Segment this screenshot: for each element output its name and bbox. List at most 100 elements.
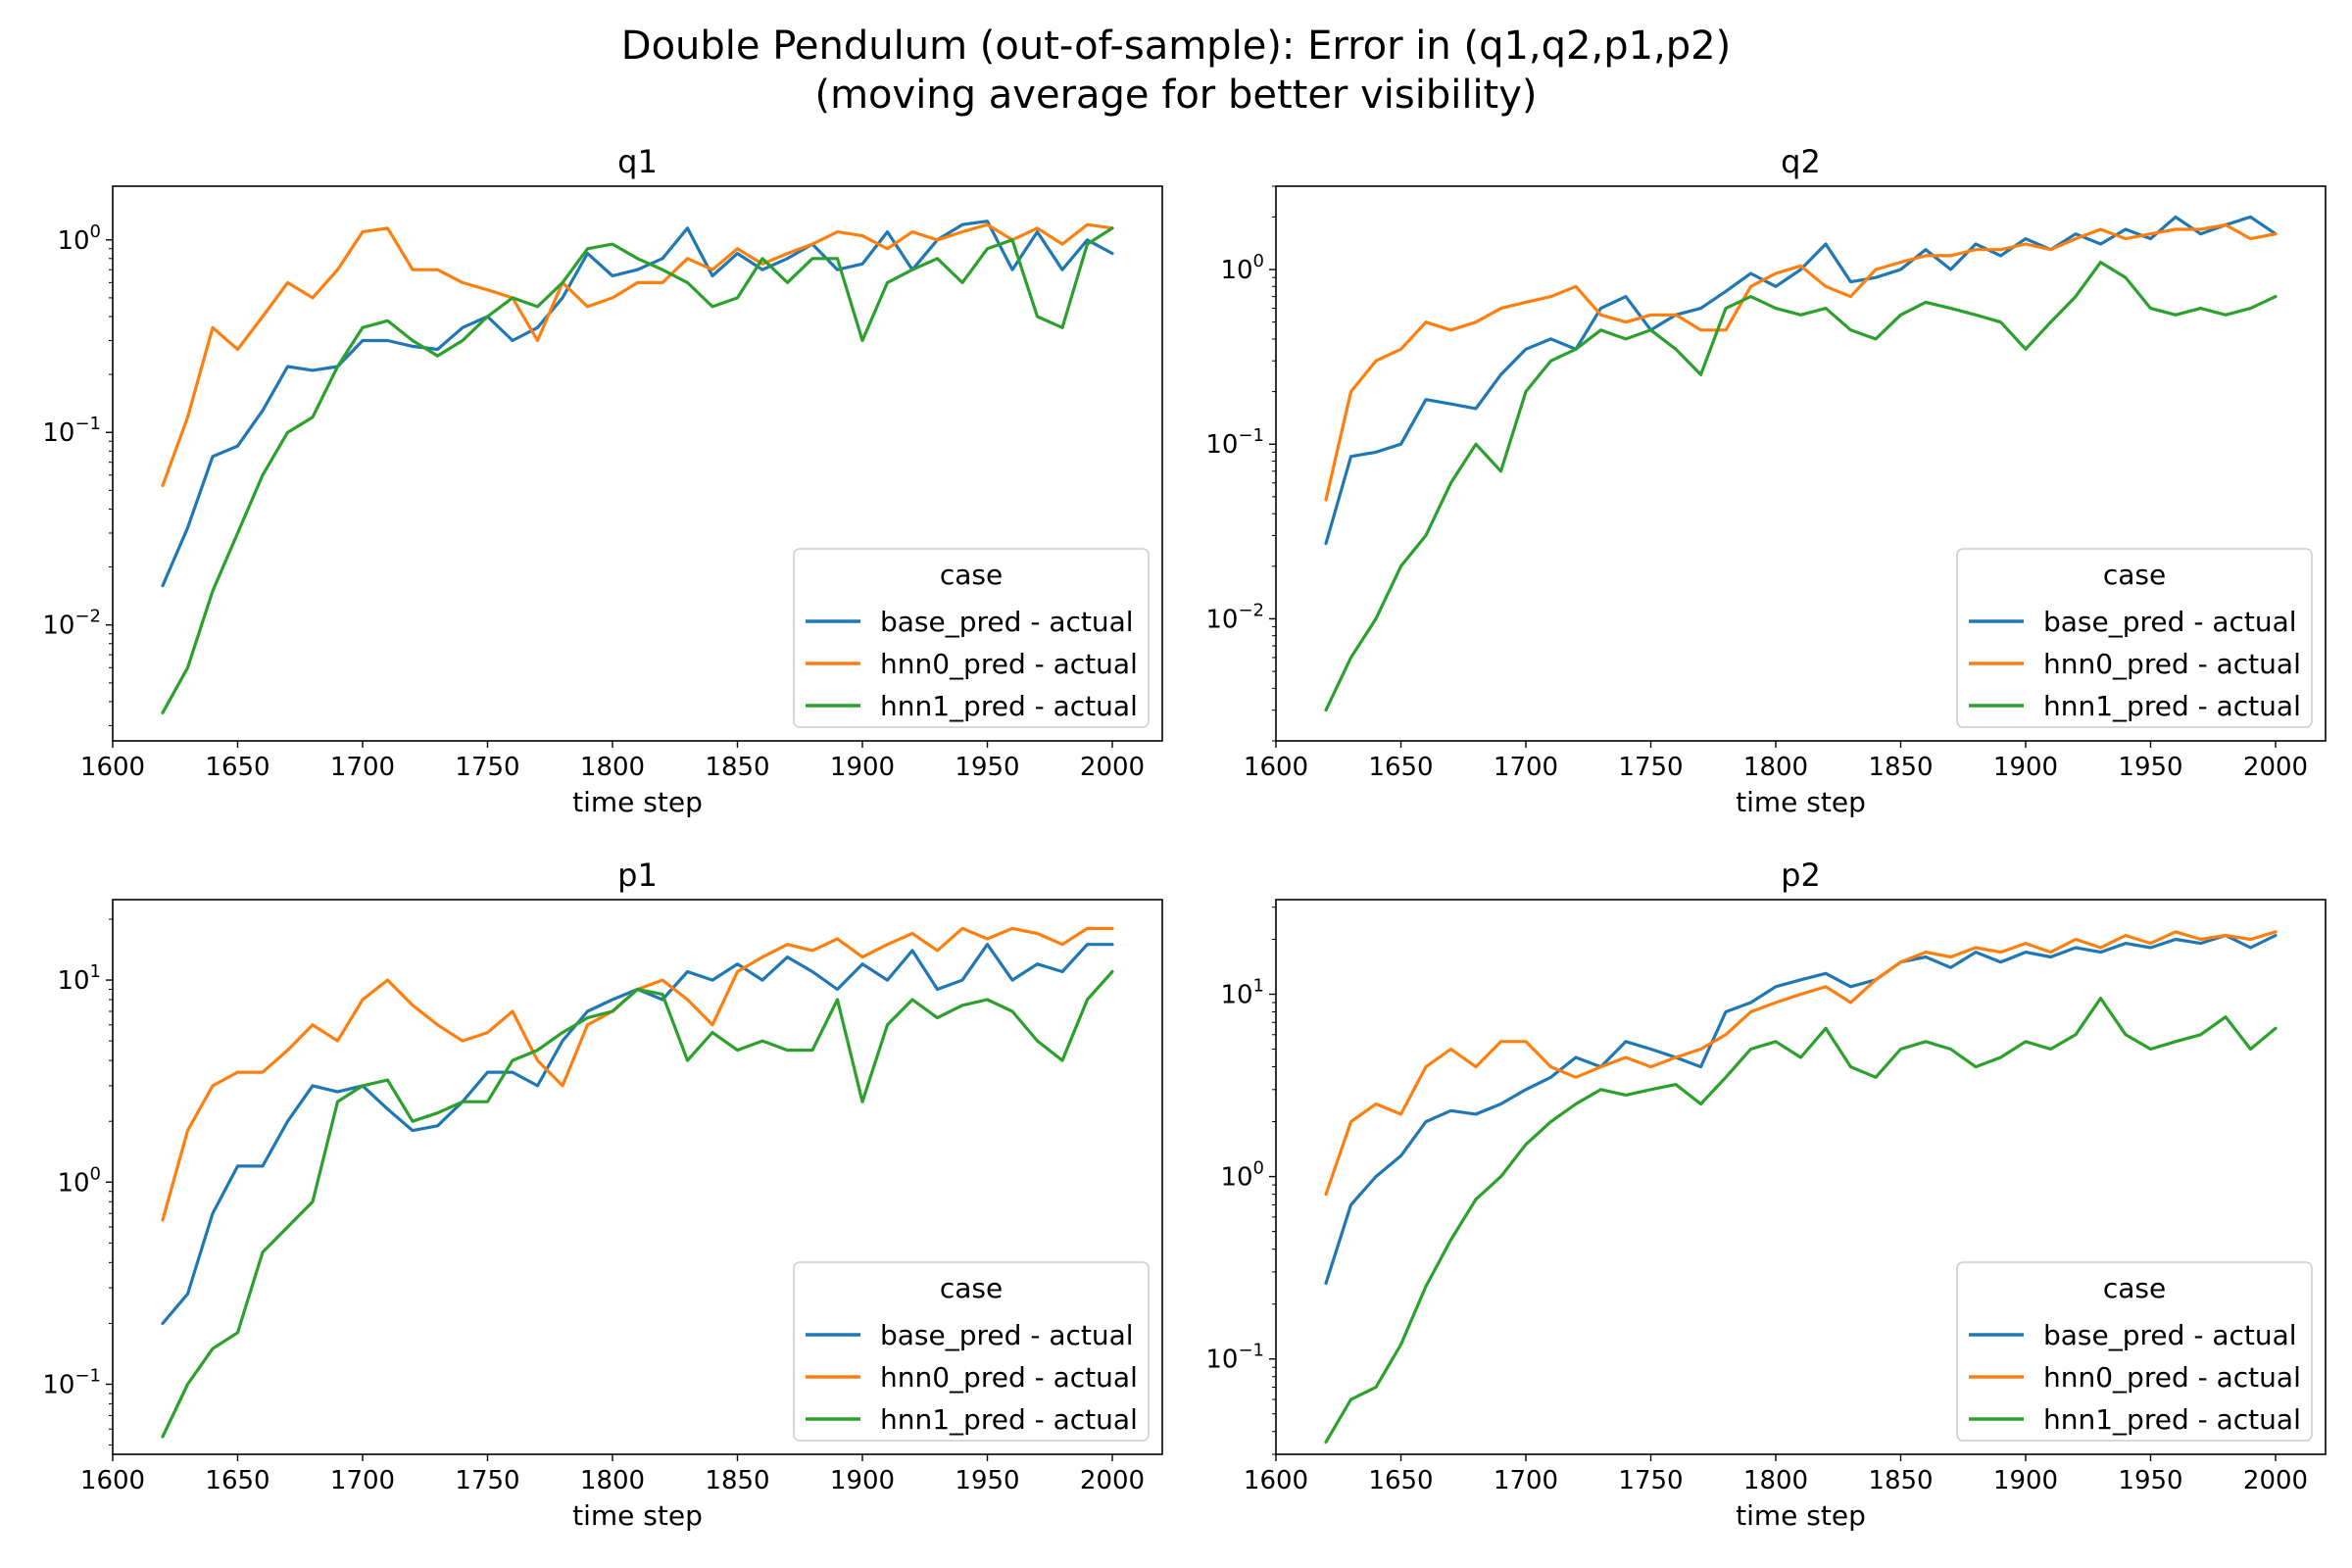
y-tick-base: 10 (1220, 980, 1252, 1009)
series-line-base (1324, 933, 2278, 1286)
x-tick-label: 2000 (1080, 753, 1145, 782)
x-tick-label: 1800 (580, 1466, 645, 1495)
y-tick-base: 10 (57, 226, 89, 256)
legend-entry-hnn1: hnn1_pred - actual (880, 690, 1138, 722)
x-tick-label: 1750 (1618, 1466, 1683, 1495)
y-tick-base: 10 (57, 966, 89, 996)
y-tick-exponent: −1 (74, 414, 101, 434)
figure-title-line1: Double Pendulum (out-of-sample): Error i… (620, 24, 1732, 69)
panel-title-q1: q1 (617, 143, 658, 180)
x-tick-label: 1900 (1993, 1466, 2058, 1495)
y-tick-label: 10−1 (1205, 425, 1264, 460)
x-tick-label: 2000 (2243, 1466, 2308, 1495)
y-tick-label: 101 (1220, 975, 1264, 1009)
y-tick-base: 10 (1205, 605, 1238, 634)
y-tick-base: 10 (1220, 1163, 1252, 1193)
legend-entry-hnn1: hnn1_pred - actual (880, 1403, 1138, 1436)
legend-entry-base: base_pred - actual (880, 606, 1134, 638)
legend-title: case (2103, 1272, 2166, 1304)
x-tick-label: 1700 (330, 753, 395, 782)
y-tick-base: 10 (57, 1168, 89, 1198)
x-tick-label: 1650 (1368, 1466, 1433, 1495)
y-tick-label: 100 (1220, 251, 1264, 285)
x-tick-label: 1600 (1244, 753, 1308, 782)
panel-q2: q2 1600 1650 1700 1750 1800 1850 1900 1950 2000 10… (1205, 143, 2327, 818)
axes-frame (1275, 185, 2327, 742)
panel-title-p1: p1 (617, 857, 658, 894)
x-tick-label: 1850 (705, 1466, 769, 1495)
x-tick-label: 1800 (1743, 1466, 1808, 1495)
y-tick-label: 100 (57, 221, 101, 256)
x-tick-label: 1650 (1368, 753, 1433, 782)
x-tick-label: 1600 (80, 753, 145, 782)
x-axis-label: time step (572, 1499, 703, 1532)
x-axis-label: time step (1736, 786, 1866, 818)
y-tick-label: 101 (57, 961, 101, 996)
legend-title: case (2103, 559, 2166, 591)
x-tick-label: 1850 (1868, 753, 1933, 782)
x-tick-label: 1650 (205, 753, 270, 782)
x-tick-label: 1600 (1244, 1466, 1308, 1495)
legend-title: case (940, 559, 1003, 591)
y-tick-exponent: −2 (74, 607, 101, 627)
series-line-hnn1 (161, 969, 1114, 1439)
y-tick-base: 10 (1220, 256, 1252, 285)
series-line-hnn0 (1324, 222, 2278, 502)
x-tick-label: 1750 (1618, 753, 1683, 782)
panel-q1: q1 1600 1650 1700 1750 1800 1850 1900 1950 2000 10… (42, 143, 1163, 818)
legend-title: case (940, 1272, 1003, 1304)
series-line-hnn0 (1324, 930, 2278, 1197)
y-tick-label: 100 (1220, 1158, 1264, 1193)
legend-entry-hnn0: hnn0_pred - actual (880, 648, 1138, 680)
x-tick-label: 1900 (830, 753, 895, 782)
axes-frame (112, 899, 1163, 1455)
x-tick-label: 1600 (80, 1466, 145, 1495)
y-tick-exponent: 0 (1253, 251, 1264, 271)
x-tick-label: 1750 (455, 753, 519, 782)
legend-entry-hnn1: hnn1_pred - actual (2043, 1403, 2301, 1436)
x-tick-label: 1700 (330, 1466, 395, 1495)
y-tick-label: 10−1 (1205, 1341, 1264, 1375)
legend-entry-hnn0: hnn0_pred - actual (880, 1361, 1138, 1394)
x-tick-label: 1900 (1993, 753, 2058, 782)
y-tick-base: 10 (1205, 430, 1238, 460)
y-tick-base: 10 (42, 1370, 74, 1399)
y-tick-exponent: 0 (90, 1163, 101, 1184)
y-tick-exponent: −1 (1238, 425, 1264, 446)
x-tick-label: 1900 (830, 1466, 895, 1495)
y-tick-exponent: −1 (1238, 1341, 1264, 1361)
y-tick-label: 10−2 (42, 607, 101, 641)
x-tick-label: 1950 (2118, 1466, 2182, 1495)
figure-title-line2: (moving average for better visibility) (814, 73, 1538, 118)
x-tick-label: 1950 (955, 753, 1019, 782)
figure-title: Double Pendulum (out-of-sample): Error i… (0, 22, 2352, 120)
y-tick-exponent: 0 (90, 221, 101, 242)
x-tick-label: 1650 (205, 1466, 270, 1495)
x-tick-label: 1800 (580, 753, 645, 782)
legend-entry-hnn0: hnn0_pred - actual (2043, 1361, 2301, 1394)
series-line-hnn0 (161, 222, 1114, 487)
y-tick-base: 10 (42, 612, 74, 641)
legend-entry-hnn0: hnn0_pred - actual (2043, 648, 2301, 680)
y-tick-exponent: −2 (1238, 600, 1264, 620)
x-tick-label: 2000 (1080, 1466, 1145, 1495)
x-tick-label: 1850 (1868, 1466, 1933, 1495)
y-tick-exponent: 0 (1253, 1158, 1264, 1179)
panel-title-q2: q2 (1781, 143, 1821, 180)
x-axis-label: time step (1736, 1499, 1866, 1532)
y-tick-base: 10 (1205, 1346, 1238, 1375)
series-line-base (161, 220, 1114, 588)
y-tick-base: 10 (42, 418, 74, 448)
series-line-hnn0 (161, 926, 1114, 1222)
y-tick-label: 10−2 (1205, 600, 1264, 634)
x-tick-label: 1750 (455, 1466, 519, 1495)
panel-title-p2: p2 (1781, 857, 1821, 894)
y-tick-exponent: 1 (90, 961, 101, 982)
y-tick-label: 100 (57, 1163, 101, 1198)
x-tick-label: 1850 (705, 753, 769, 782)
legend-box (1956, 1261, 2313, 1442)
y-tick-label: 10−1 (42, 1365, 101, 1399)
